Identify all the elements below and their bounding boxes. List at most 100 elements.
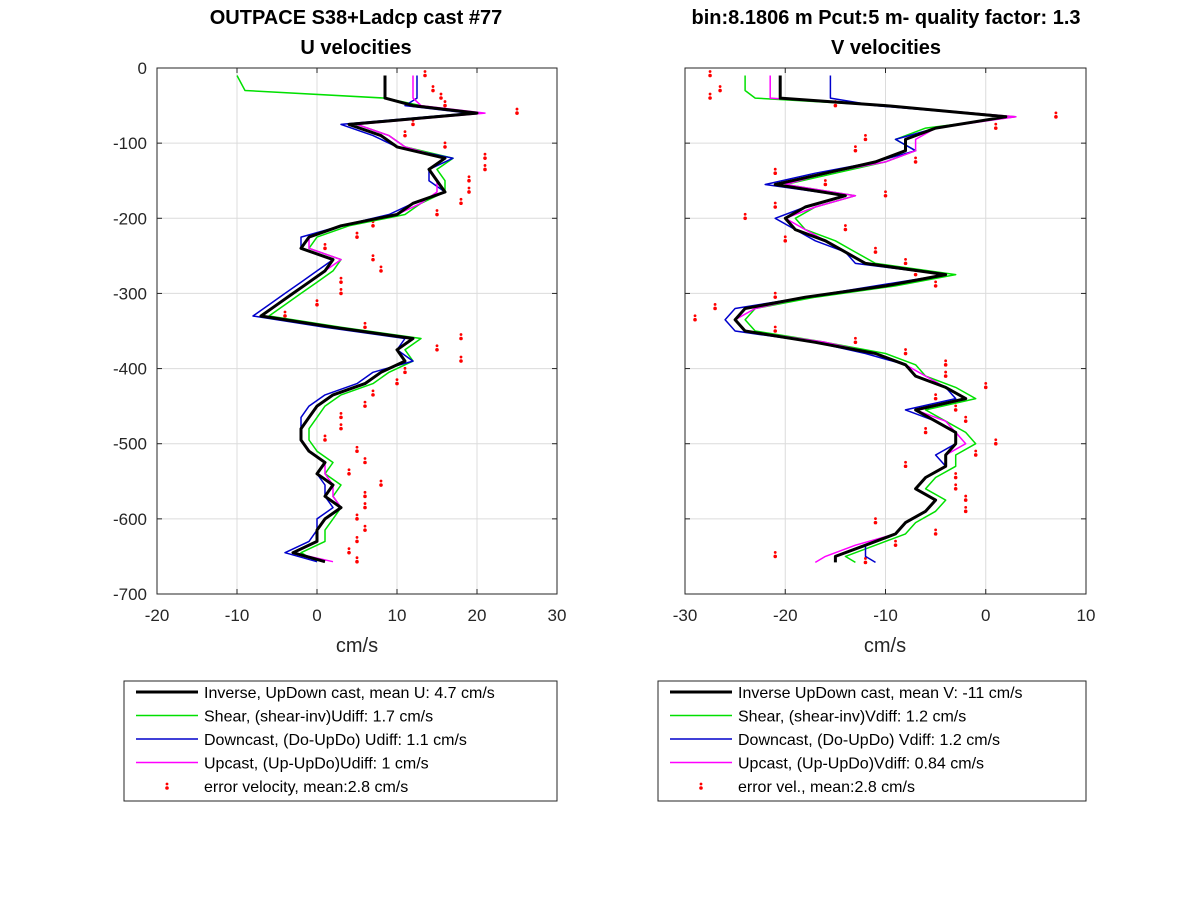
error-point	[363, 404, 367, 408]
error-point	[693, 317, 697, 322]
x-tick-label: -10	[873, 606, 898, 625]
error-point	[934, 280, 938, 284]
error-point	[443, 145, 447, 149]
error-point	[864, 133, 867, 137]
error-point	[914, 156, 917, 160]
error-point	[933, 532, 938, 536]
error-point	[467, 190, 471, 194]
left-legend: Inverse, UpDown cast, mean U: 4.7 cm/s Sh…	[123, 680, 558, 802]
error-point	[363, 490, 367, 494]
right-ticks: -30 -20 -10 0 10	[673, 67, 1095, 625]
error-point	[483, 152, 487, 156]
error-point	[371, 389, 375, 393]
error-point	[467, 175, 471, 179]
error-point	[339, 412, 343, 415]
x-tick-label: -20	[773, 606, 798, 625]
left-ticks: -20 -10 0 10 20 300-100-200-300-400-500-600-7…	[113, 59, 566, 625]
x-tick-label: -10	[225, 606, 250, 625]
error-point	[873, 250, 878, 254]
error-point	[435, 209, 439, 212]
error-point	[515, 107, 519, 111]
error-point	[363, 325, 367, 330]
error-point	[467, 186, 471, 190]
right-plot-area	[693, 70, 1058, 565]
error-point	[371, 254, 375, 258]
error-point	[435, 212, 439, 217]
right-xlabel: cm/s	[864, 635, 906, 657]
error-point	[1054, 115, 1058, 119]
error-point	[913, 272, 918, 277]
error-point	[403, 370, 407, 375]
error-point	[983, 385, 988, 390]
left-plot-area	[236, 70, 519, 564]
error-point	[708, 73, 712, 78]
error-point	[371, 257, 375, 262]
error-point	[363, 524, 367, 528]
error-point	[863, 560, 868, 565]
y-tick-label: -100	[113, 134, 147, 153]
error-point	[355, 559, 359, 564]
error-point	[339, 423, 343, 427]
error-point	[363, 494, 367, 499]
error-point	[379, 483, 383, 487]
error-point	[933, 396, 938, 401]
error-point	[913, 160, 918, 164]
y-tick-label: -300	[113, 284, 147, 303]
left-title-line2: U velocities	[300, 37, 411, 59]
error-point	[743, 212, 747, 216]
error-point	[783, 235, 787, 239]
error-point	[403, 133, 407, 138]
legend-entry: error vel., mean:2.8 cm/s	[738, 779, 915, 796]
legend-entry: Shear, (shear-inv)Vdiff: 1.2 cm/s	[738, 709, 966, 726]
error-point	[379, 479, 383, 483]
error-point	[355, 445, 359, 449]
error-point	[379, 265, 383, 269]
error-point	[973, 453, 978, 457]
error-point	[773, 205, 778, 209]
error-point	[363, 321, 367, 325]
error-point	[843, 227, 848, 232]
inverse-series-line	[733, 75, 1008, 563]
error-point	[873, 520, 878, 525]
error-point	[964, 505, 968, 509]
legend-entry: Upcast, (Up-UpDo)Udiff: 1 cm/s	[204, 756, 429, 773]
error-point	[323, 434, 327, 438]
y-tick-label: -200	[113, 209, 147, 228]
error-legend-swatch	[165, 786, 169, 790]
error-point	[339, 288, 343, 291]
error-point	[395, 378, 399, 381]
error-point	[315, 299, 319, 303]
error-point	[435, 344, 439, 348]
x-tick-label: 20	[468, 606, 487, 625]
error-point	[874, 246, 877, 250]
error-point	[339, 426, 343, 431]
error-point	[339, 276, 343, 280]
error-point	[371, 224, 375, 228]
error-point	[773, 554, 778, 559]
error-point	[347, 468, 351, 472]
error-point	[403, 130, 407, 134]
error-point	[944, 370, 948, 374]
error-point	[339, 415, 343, 420]
x-tick-label: -20	[145, 606, 170, 625]
right-grid	[685, 68, 1086, 594]
error-point	[994, 122, 998, 126]
error-point	[718, 88, 722, 93]
error-legend-swatch	[699, 782, 703, 786]
error-point	[974, 449, 978, 453]
error-point	[435, 347, 439, 352]
error-point	[773, 201, 777, 205]
error-point	[459, 336, 463, 341]
error-velocity-points	[693, 70, 1058, 565]
error-point	[483, 156, 487, 160]
error-point	[708, 92, 712, 96]
error-point	[884, 190, 887, 194]
error-point	[708, 70, 712, 73]
legend-entry: Shear, (shear-inv)Udiff: 1.7 cm/s	[204, 709, 433, 726]
error-point	[363, 505, 367, 510]
error-point	[954, 483, 958, 487]
y-tick-label: -500	[113, 435, 147, 454]
error-point	[371, 393, 375, 397]
error-point	[459, 355, 463, 359]
